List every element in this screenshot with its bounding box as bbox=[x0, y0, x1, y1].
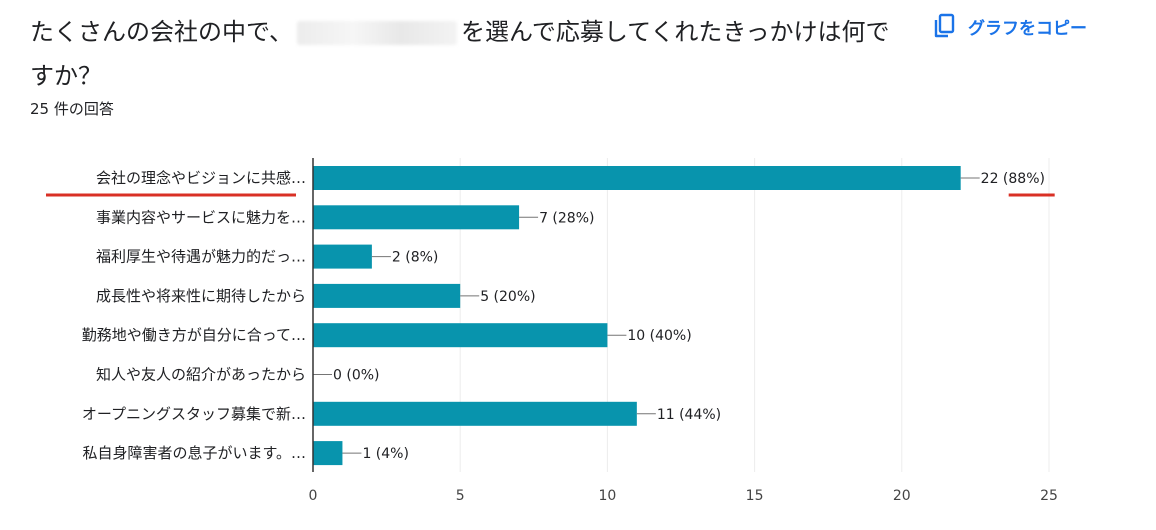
bar bbox=[313, 244, 372, 269]
bar bbox=[313, 441, 343, 466]
copy-chart-button[interactable]: グラフをコピー bbox=[932, 8, 1087, 44]
category-label: 成長性や将来性に期待したから bbox=[96, 287, 306, 305]
value-label: 10 (40%) bbox=[627, 328, 691, 344]
value-label: 7 (28%) bbox=[539, 210, 594, 226]
category-label: オープニングスタッフ募集で新… bbox=[82, 405, 306, 423]
x-tick-label: 0 bbox=[309, 488, 318, 504]
x-tick-label: 5 bbox=[456, 488, 465, 504]
bar bbox=[313, 166, 961, 190]
bar bbox=[313, 205, 520, 230]
copy-button-label: グラフをコピー bbox=[968, 18, 1087, 39]
category-label: 事業内容やサービスに魅力を… bbox=[96, 208, 306, 226]
value-label: 1 (4%) bbox=[362, 446, 409, 462]
value-label: 5 (20%) bbox=[480, 289, 535, 305]
x-tick-label: 15 bbox=[746, 488, 764, 504]
value-label: 0 (0%) bbox=[333, 368, 380, 384]
category-label: 知人や友人の紹介があったから bbox=[96, 366, 306, 384]
bar bbox=[313, 401, 637, 426]
response-count: 25 件の回答 bbox=[30, 100, 114, 118]
value-label: 2 (8%) bbox=[392, 250, 439, 266]
value-label: 22 (88%) bbox=[981, 171, 1045, 187]
category-label: 会社の理念やビジョンに共感… bbox=[96, 169, 306, 187]
question-text-after: を選んで応募してくれたきっかけは何ですか？ bbox=[30, 18, 890, 90]
question-title: たくさんの会社の中で、 を選んで応募してくれたきっかけは何ですか？ bbox=[30, 10, 910, 98]
question-text-before: たくさんの会社の中で、 bbox=[30, 18, 294, 46]
copy-icon bbox=[932, 13, 956, 39]
bar bbox=[313, 283, 461, 308]
category-label: 勤務地や働き方が自分に合って… bbox=[82, 326, 306, 344]
category-label: 私自身障害者の息子がいます。… bbox=[82, 444, 306, 462]
x-tick-label: 10 bbox=[598, 488, 616, 504]
value-label: 11 (44%) bbox=[657, 407, 721, 423]
x-tick-label: 25 bbox=[1040, 488, 1058, 504]
category-label: 福利厚生や待遇が魅力的だっ… bbox=[96, 248, 306, 266]
x-tick-label: 20 bbox=[893, 488, 911, 504]
redacted-company-name bbox=[297, 21, 458, 45]
bar bbox=[313, 323, 608, 348]
